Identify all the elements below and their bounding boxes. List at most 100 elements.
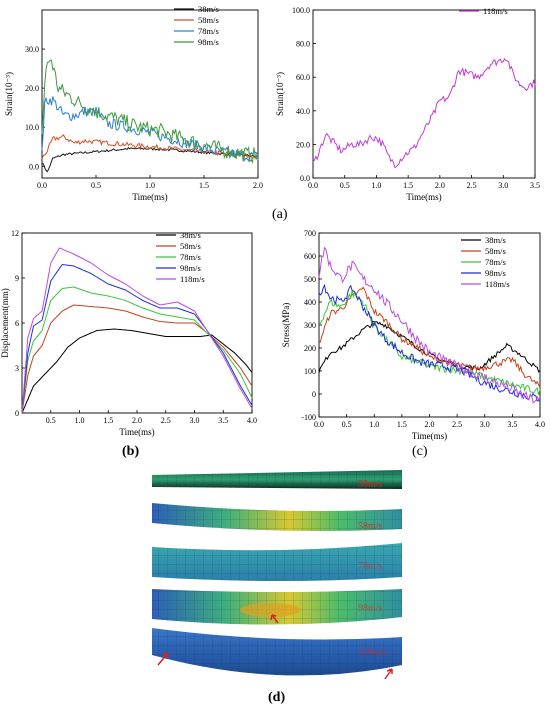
legend-label: 38m/s — [485, 235, 506, 245]
fem-strip-78: 78m/s — [152, 543, 402, 581]
x-tick-label: 3.5 — [507, 420, 517, 429]
legend-label: 118m/s — [483, 6, 508, 16]
x-tick-label: 0.0 — [314, 420, 324, 429]
series-line-38m/s — [318, 320, 541, 373]
plot-frame — [318, 232, 541, 418]
legend-label: 38m/s — [198, 4, 219, 14]
chart-a1: 0.0 0.5 1.0 1.5 2.0 0.0 10.0 20.0 30.0 Time(ms) St… — [4, 4, 263, 202]
y-tick-label: -100 — [301, 413, 316, 422]
x-tick-label: 3.5 — [218, 416, 228, 425]
series-line-98m/s — [21, 263, 253, 414]
legend-label: 78m/s — [198, 26, 219, 36]
x-tick-label: 2.0 — [253, 181, 263, 190]
panel-label-d: (d) — [268, 690, 286, 705]
panel-label-c: (c) — [412, 444, 428, 459]
panel-label-b: (b) — [122, 444, 140, 459]
series-line-98m/s — [318, 283, 541, 402]
legend-label: 98m/s — [485, 268, 506, 278]
y-tick-label: 9 — [15, 274, 19, 283]
y-tick-label: 100.0 — [292, 6, 310, 15]
x-tick-label: 3.0 — [190, 416, 200, 425]
y-tick-label: 20.0 — [296, 140, 310, 149]
y-tick-label: 6 — [15, 319, 19, 328]
chart-a2-plot: 0.0 0.5 1.0 1.5 2.0 2.5 3.0 3.5 0.0 20.0 40.0 60.0 8… — [275, 6, 540, 202]
arrow-icon — [270, 614, 279, 624]
legend-label: 118m/s — [180, 274, 205, 284]
chart-a1-plot: 0.0 0.5 1.0 1.5 2.0 0.0 10.0 20.0 30.0 Time(ms) St… — [4, 4, 263, 202]
y-tick-label: 40.0 — [296, 107, 310, 116]
legend-label: 78m/s — [485, 257, 506, 267]
x-tick-label: 3.5 — [530, 181, 540, 190]
arrow-icon — [384, 668, 393, 680]
fem-strip-118: 118m/s — [152, 628, 402, 680]
y-tick-label: 700 — [304, 229, 316, 238]
y-axis-label: Displacement(mm) — [0, 288, 10, 357]
y-axis-label: Strain(10⁻³) — [275, 72, 285, 116]
series-line-38m/s — [41, 147, 259, 173]
y-tick-label: 80.0 — [296, 40, 310, 49]
x-tick-label: 1.0 — [371, 181, 381, 190]
plot-frame — [312, 9, 536, 179]
x-tick-label: 0.5 — [91, 181, 101, 190]
y-tick-label: 30.0 — [25, 45, 39, 54]
series-line-78m/s — [41, 96, 259, 163]
legend-label: 118m/s — [485, 279, 510, 289]
y-axis-label: Stress(MPa) — [281, 303, 291, 348]
legend-label: 98m/s — [198, 37, 219, 47]
x-tick-label: 1.5 — [103, 416, 113, 425]
y-axis-label: Strain(10⁻³) — [4, 72, 14, 116]
y-tick-label: 12 — [11, 229, 19, 238]
chart-a2: 0.0 0.5 1.0 1.5 2.0 2.5 3.0 3.5 0.0 20.0 40.0 60.0 8… — [275, 6, 540, 202]
legend-label: 58m/s — [485, 246, 506, 256]
x-tick-label: 2.5 — [467, 181, 477, 190]
x-axis-label: Time(ms) — [412, 431, 447, 441]
legend-label: 38m/s — [180, 230, 201, 240]
series-line-38m/s — [21, 328, 253, 414]
x-tick-label: 3.0 — [498, 181, 508, 190]
y-tick-label: 600 — [304, 252, 316, 261]
y-tick-label: 3 — [15, 364, 19, 373]
chart-c-plot: 0.0 0.5 1.0 1.5 2.0 2.5 3.0 3.5 4.0 -100 0 100 200 30… — [281, 229, 545, 441]
fem-strip-58: 58m/s — [152, 503, 402, 532]
x-axis-label: Time(ms) — [119, 427, 154, 437]
series-line-58m/s — [318, 286, 541, 388]
chart-c: 0.0 0.5 1.0 1.5 2.0 2.5 3.0 3.5 4.0 -100 0 100 200 30… — [281, 229, 545, 441]
y-tick-label: 0 — [15, 409, 19, 418]
series-line-118m/s — [312, 57, 536, 169]
x-tick-label: 4.0 — [247, 416, 257, 425]
legend-label: 78m/s — [180, 252, 201, 262]
chart-b: 0.5 1.0 1.5 2.0 2.5 3.0 3.5 4.0 0 3 6 9 12 Time(ms) Di… — [0, 229, 257, 437]
y-tick-label: 0.0 — [300, 174, 310, 183]
x-tick-label: 0.5 — [342, 420, 352, 429]
legend-label: 58m/s — [198, 15, 219, 25]
x-tick-label: 1.5 — [403, 181, 413, 190]
y-tick-label: 0 — [312, 390, 316, 399]
x-tick-label: 2.0 — [435, 181, 445, 190]
y-tick-label: 300 — [304, 321, 316, 330]
x-tick-label: 0.0 — [37, 181, 47, 190]
x-tick-label: 1.0 — [369, 420, 379, 429]
y-tick-label: 0.0 — [29, 162, 39, 171]
y-tick-label: 60.0 — [296, 73, 310, 82]
series-line-58m/s — [41, 134, 259, 160]
fem-label-118: 118m/s — [358, 647, 387, 658]
y-tick-label: 400 — [304, 298, 316, 307]
legend-label: 58m/s — [180, 241, 201, 251]
x-tick-label: 4.0 — [535, 420, 545, 429]
series-line-118m/s — [21, 247, 253, 414]
y-tick-label: 200 — [304, 344, 316, 353]
y-tick-label: 500 — [304, 275, 316, 284]
y-tick-label: 20.0 — [25, 84, 39, 93]
plot-frame — [21, 232, 253, 414]
x-tick-label: 2.0 — [425, 420, 435, 429]
x-tick-label: 0.5 — [46, 416, 56, 425]
fem-label-38: 38m/s — [358, 479, 383, 490]
fem-label-58: 58m/s — [358, 521, 383, 532]
fem-deformation-panel: 38m/s 58m/s 78m/s 98m/s 118m/s — [152, 470, 402, 680]
panel-label-a: (a) — [272, 207, 288, 222]
x-tick-label: 3.0 — [480, 420, 490, 429]
x-tick-label: 1.0 — [75, 416, 85, 425]
legend-label: 98m/s — [180, 263, 201, 273]
series-line-58m/s — [21, 304, 253, 414]
series-line-118m/s — [318, 246, 541, 404]
